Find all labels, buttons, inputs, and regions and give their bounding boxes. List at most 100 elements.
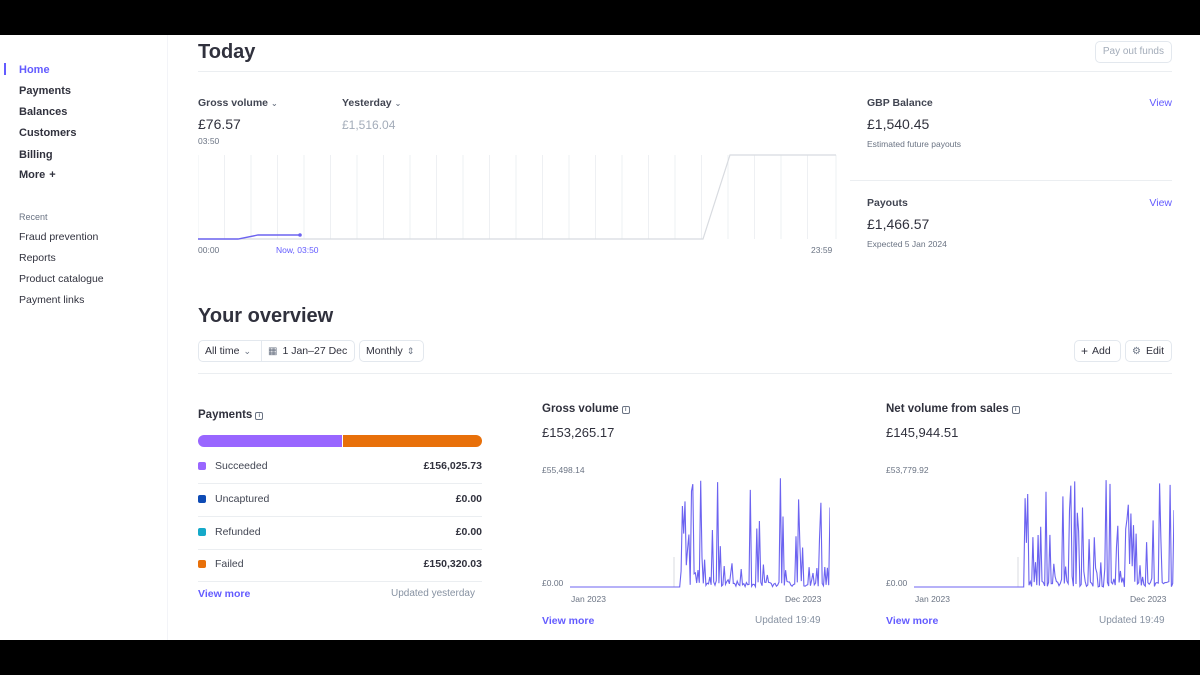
sparkline-series <box>914 480 1174 588</box>
gross-card-title: Gross volume i <box>542 403 630 415</box>
sparkline-series <box>570 478 830 589</box>
info-icon[interactable]: i <box>621 406 630 414</box>
payments-updated: Updated yesterday <box>391 588 475 599</box>
date-range-picker[interactable]: ▦ 1 Jan–27 Dec <box>261 340 355 362</box>
gbp-balance-label: GBP Balance <box>867 97 933 109</box>
today-grid <box>198 155 837 239</box>
status-dot <box>198 495 206 503</box>
recent-heading: Recent <box>19 212 48 222</box>
divider <box>198 71 1172 72</box>
interval-select[interactable]: Monthly ⇕ <box>359 340 424 362</box>
gbp-balance-sub: Estimated future payouts <box>867 139 962 149</box>
payment-row-uncaptured[interactable]: Uncaptured £0.00 <box>198 484 482 517</box>
page-title-today: Today <box>198 41 256 63</box>
plus-icon: + <box>49 169 56 181</box>
payment-row-label: Refunded <box>215 526 261 538</box>
gross-view-more-link[interactable]: View more <box>542 615 595 627</box>
gross-volume-sparkline <box>570 478 830 589</box>
net-card-title-label: Net volume from sales <box>886 403 1009 415</box>
gross-card-title-label: Gross volume <box>542 403 619 415</box>
payments-card-title: Payments i <box>198 409 264 421</box>
main-content: Today Pay out funds Gross volume ⌄ £76.57… <box>198 35 1174 640</box>
payment-row-succeeded[interactable]: Succeeded £156,025.73 <box>198 451 482 484</box>
payment-row-failed[interactable]: Failed £150,320.03 <box>198 549 482 582</box>
payouts-sub: Expected 5 Jan 2024 <box>867 239 947 249</box>
bar-segment-succeeded <box>198 435 343 447</box>
gbp-balance-value: £1,540.45 <box>867 116 930 132</box>
today-chart <box>198 154 837 240</box>
payment-row-label: Succeeded <box>215 460 268 472</box>
gross-volume-selector[interactable]: Gross volume ⌄ <box>198 97 278 109</box>
gross-volume-value: £76.57 <box>198 116 241 132</box>
chevron-down-icon: ⌄ <box>271 99 278 108</box>
calendar-icon: ▦ <box>268 345 278 357</box>
app-frame: Home Payments Balances Customers Billing… <box>0 35 1200 640</box>
divider <box>850 180 1172 181</box>
interval-label: Monthly <box>366 345 403 357</box>
payment-row-amount: £150,320.03 <box>423 558 482 570</box>
chevron-down-icon: ⌄ <box>394 99 402 108</box>
today-axis-end: 23:59 <box>811 245 833 255</box>
range-select-label: All time <box>205 345 240 357</box>
gross-volume-label: Gross volume <box>198 97 269 109</box>
payments-view-more-link[interactable]: View more <box>198 588 251 600</box>
net-updated: Updated 19:49 <box>1099 615 1165 626</box>
gross-y-min: £0.00 <box>542 578 564 588</box>
chevron-down-icon: ⌄ <box>243 345 251 356</box>
sidebar-item-payments[interactable]: Payments <box>19 85 71 97</box>
sidebar-item-more-label: More <box>19 169 46 181</box>
payouts-value: £1,466.57 <box>867 216 930 232</box>
range-select[interactable]: All time ⌄ <box>198 340 262 362</box>
yesterday-value: £1,516.04 <box>342 118 396 132</box>
status-dot <box>198 462 206 470</box>
yesterday-selector[interactable]: Yesterday ⌄ <box>342 97 401 109</box>
payment-row-amount: £0.00 <box>455 493 482 505</box>
sidebar-item-home[interactable]: Home <box>19 64 50 76</box>
net-volume-sparkline <box>914 480 1174 588</box>
today-line <box>198 234 300 240</box>
recent-item-reports[interactable]: Reports <box>19 252 56 264</box>
status-dot <box>198 528 206 536</box>
today-now-point <box>298 233 302 237</box>
sidebar-item-balances[interactable]: Balances <box>19 106 68 118</box>
payment-row-label: Failed <box>215 558 244 570</box>
status-dot <box>198 560 206 568</box>
sidebar-item-customers[interactable]: Customers <box>19 127 77 139</box>
recent-item-product-catalogue[interactable]: Product catalogue <box>19 273 104 285</box>
plus-icon: + <box>1081 344 1089 358</box>
info-icon[interactable]: i <box>255 412 264 420</box>
pay-out-funds-button[interactable]: Pay out funds <box>1094 41 1172 63</box>
net-x-end: Dec 2023 <box>1130 594 1167 604</box>
recent-item-fraud-prevention[interactable]: Fraud prevention <box>19 231 99 243</box>
info-icon[interactable]: i <box>1011 406 1020 414</box>
payment-row-refunded[interactable]: Refunded £0.00 <box>198 517 482 550</box>
yesterday-line <box>198 154 836 240</box>
overview-title: Your overview <box>198 305 334 327</box>
payment-row-amount: £0.00 <box>455 526 482 538</box>
payment-row-label: Uncaptured <box>215 493 270 505</box>
net-view-more-link[interactable]: View more <box>886 615 939 627</box>
yesterday-label: Yesterday <box>342 97 392 109</box>
divider <box>198 373 1172 374</box>
bar-segment-failed <box>343 435 482 447</box>
sidebar-item-billing[interactable]: Billing <box>19 149 53 161</box>
payouts-view-link[interactable]: View <box>1149 197 1172 209</box>
gross-y-max: £55,498.14 <box>542 465 585 475</box>
net-card-title: Net volume from sales i <box>886 403 1020 415</box>
recent-item-payment-links[interactable]: Payment links <box>19 294 85 306</box>
add-button[interactable]: + Add <box>1074 340 1121 362</box>
add-label: Add <box>1092 345 1111 357</box>
gross-volume-time: 03:50 <box>198 136 220 146</box>
edit-button[interactable]: ⚙ Edit <box>1125 340 1172 362</box>
gross-card-value: £153,265.17 <box>542 425 615 440</box>
net-y-min: £0.00 <box>886 578 908 588</box>
sidebar-item-more[interactable]: More + <box>19 169 56 181</box>
active-indicator <box>4 63 6 75</box>
balance-view-link[interactable]: View <box>1149 97 1172 109</box>
payouts-label: Payouts <box>867 197 908 209</box>
today-axis-start: 00:00 <box>198 245 220 255</box>
gear-icon: ⚙ <box>1132 345 1141 357</box>
edit-label: Edit <box>1145 345 1165 357</box>
sort-icon: ⇕ <box>406 345 415 356</box>
net-y-max: £53,779.92 <box>886 465 929 475</box>
